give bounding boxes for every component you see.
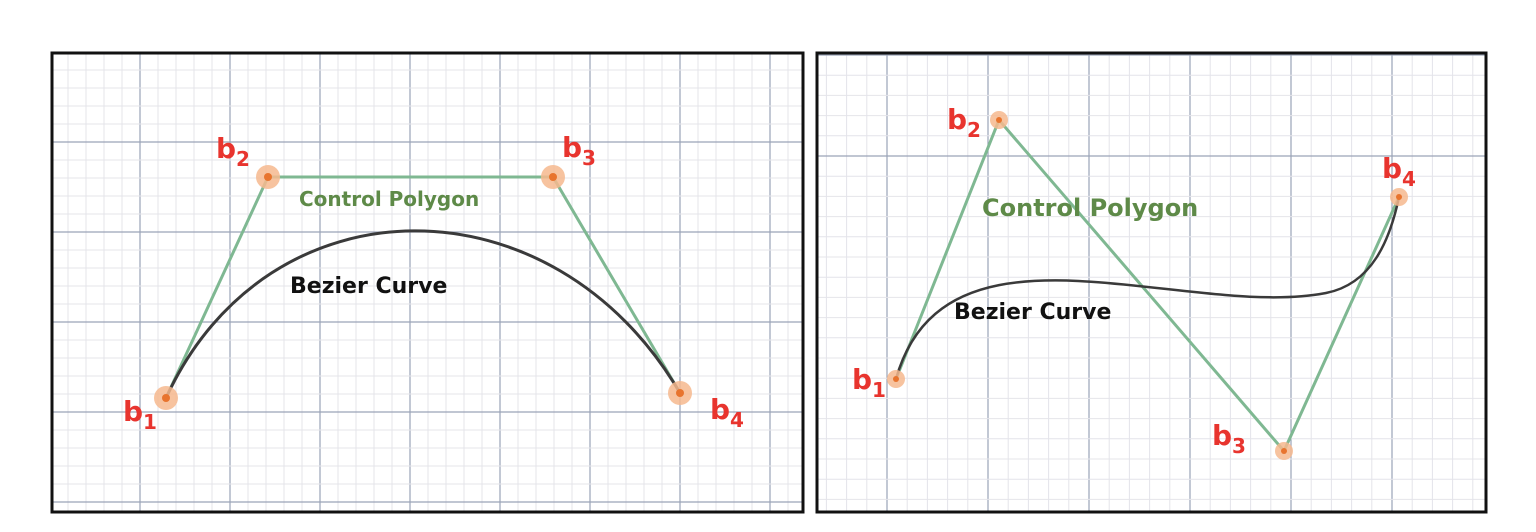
left-control-point-b2	[256, 165, 280, 189]
left-panel-frame	[50, 51, 805, 514]
right-label-b4: b4	[1382, 152, 1416, 191]
right-control-point-b3	[1275, 442, 1293, 460]
right-label-b3: b3	[1212, 419, 1246, 458]
right-polygon-label: Control Polygon	[982, 194, 1198, 222]
left-bezier-curve	[164, 229, 682, 399]
left-control-point-b1	[154, 386, 178, 410]
right-grid	[817, 53, 1486, 512]
right-bezier-curve	[894, 196, 1401, 380]
left-control-point-b3	[541, 165, 565, 189]
left-label-b1: b1	[123, 395, 157, 434]
right-panel-frame	[815, 51, 1488, 514]
right-curve-label: Bezier Curve	[954, 300, 1111, 325]
left-label-b4: b4	[710, 393, 744, 432]
right-label-b1: b1	[852, 363, 886, 402]
right-panel: b1 b2 b3 b4 Control Polygon Bezier Curve	[815, 51, 1488, 514]
right-label-b2: b2	[947, 103, 981, 142]
right-control-point-b4	[1390, 188, 1408, 206]
right-control-point-b2	[990, 111, 1008, 129]
left-control-point-b4	[668, 381, 692, 405]
left-curve-label: Bezier Curve	[290, 274, 447, 299]
left-panel: b1 b2 b3 b4 Control Polygon Bezier Curve	[50, 51, 805, 514]
left-label-b2: b2	[216, 132, 250, 171]
right-control-polygon	[894, 117, 1401, 454]
left-polygon-label: Control Polygon	[299, 187, 479, 211]
right-control-point-b1	[887, 370, 905, 388]
left-label-b3: b3	[562, 131, 596, 170]
left-control-polygon	[164, 175, 682, 399]
